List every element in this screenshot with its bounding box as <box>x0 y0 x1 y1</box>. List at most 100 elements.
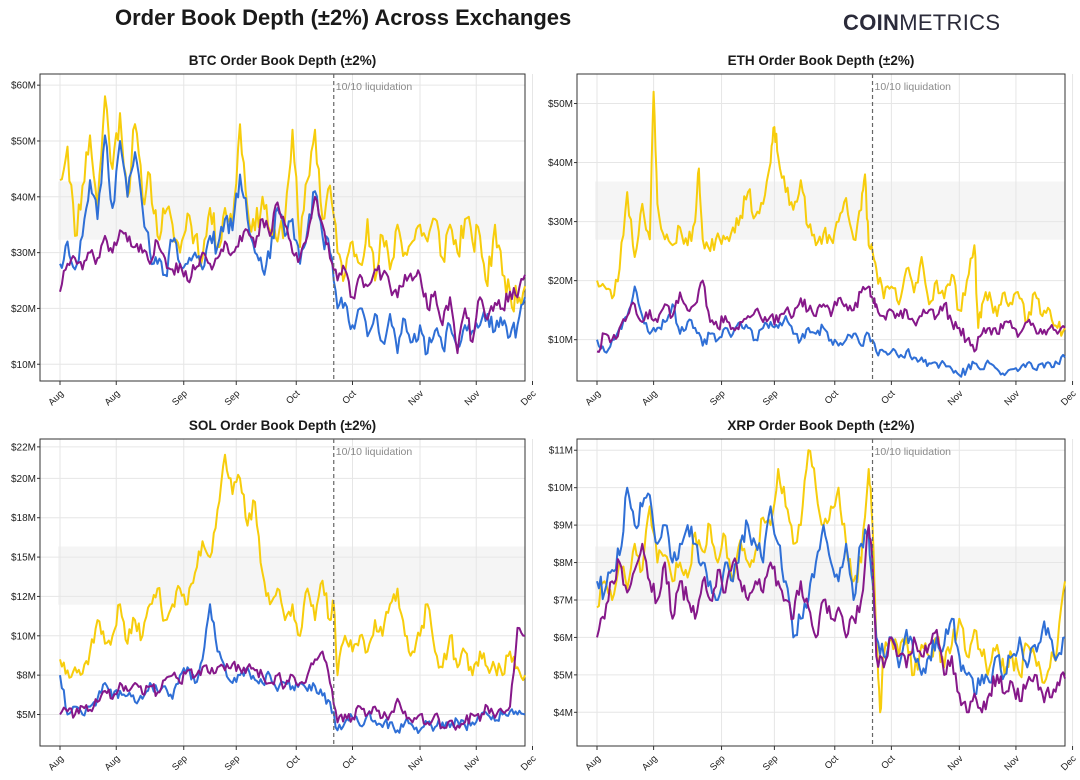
btc-chart-panel: BTC Order Book Depth (±2%) $10M $20M $30M $4… <box>0 45 540 413</box>
x-tick-label: Nov <box>1002 753 1022 773</box>
x-tick-label: Dec <box>519 388 539 408</box>
x-tick-label: Sep <box>170 388 190 408</box>
y-tick-label: $20M <box>11 474 36 485</box>
y-tick-label: $11M <box>549 446 573 457</box>
x-tick-label: Oct <box>284 388 302 406</box>
y-tick-label: $60M <box>11 81 36 92</box>
y-tick-label: $20M <box>548 276 573 287</box>
y-tick-label: $8M <box>554 558 573 569</box>
x-tick-label: Sep <box>761 388 781 408</box>
x-tick-label: Oct <box>879 753 897 771</box>
y-tick-label: $30M <box>548 217 573 228</box>
x-tick-label: Aug <box>103 388 123 408</box>
x-tick-label: Aug <box>583 388 603 408</box>
xrp-chart: XRP Order Book Depth (±2%) $4M $5M $6M $7M $8… <box>548 418 1079 773</box>
x-tick-label: Aug <box>103 753 123 773</box>
y-tick-label: $40M <box>11 192 36 203</box>
x-tick-label: Dec <box>1059 753 1079 773</box>
y-tick-label: $10M <box>11 360 36 371</box>
y-tick-label: $15M <box>11 553 36 564</box>
y-tick-label: $4M <box>554 708 573 719</box>
x-tick-label: Aug <box>46 388 66 408</box>
series-line-series_c <box>59 626 526 731</box>
series-line-series_b <box>596 486 1066 695</box>
liquidation-annotation-label: 10/10 liquidation <box>336 446 413 458</box>
x-tick-label: Oct <box>823 753 841 771</box>
series-line-series_c <box>596 524 1066 714</box>
y-tick-label: $5M <box>17 710 36 721</box>
eth-chart: ETH Order Book Depth (±2%) $10M $20M $30M $4… <box>548 53 1079 408</box>
x-tick-label: Sep <box>223 388 243 408</box>
background-band <box>58 546 525 605</box>
brand-logo-light: METRICS <box>899 10 1001 35</box>
x-tick-label: Oct <box>823 388 841 406</box>
y-tick-label: $9M <box>554 521 573 532</box>
background-band <box>595 181 1065 240</box>
y-tick-label: $40M <box>548 158 573 169</box>
chart-title: BTC Order Book Depth (±2%) <box>189 53 376 68</box>
x-tick-label: Oct <box>284 753 302 771</box>
x-tick-label: Sep <box>708 753 728 773</box>
brand-logo-bold: COIN <box>843 10 900 35</box>
series-line-series_c <box>59 195 526 355</box>
series-line-series_b <box>596 285 1066 378</box>
series-line-series_c <box>596 279 1066 353</box>
x-tick-label: Nov <box>1002 388 1022 408</box>
liquidation-annotation-label: 10/10 liquidation <box>875 81 952 93</box>
x-tick-label: Dec <box>519 753 539 773</box>
y-tick-label: $50M <box>11 136 36 147</box>
plot-frame <box>39 73 526 382</box>
sol-chart: SOL Order Book Depth (±2%) $5M $8M $10M $12M… <box>11 418 539 773</box>
brand-logo: COINMETRICS <box>843 10 1000 36</box>
x-tick-label: Dec <box>1059 388 1079 408</box>
x-tick-label: Oct <box>340 753 358 771</box>
x-tick-label: Nov <box>946 753 966 773</box>
xrp-chart-panel: XRP Order Book Depth (±2%) $4M $5M $6M $7M $8… <box>540 410 1080 778</box>
chart-title: SOL Order Book Depth (±2%) <box>189 418 376 433</box>
y-tick-label: $22M <box>11 442 36 453</box>
y-tick-label: $30M <box>11 248 36 259</box>
x-tick-label: Sep <box>223 753 243 773</box>
x-tick-label: Aug <box>46 753 66 773</box>
x-tick-label: Nov <box>463 753 483 773</box>
chart-title: XRP Order Book Depth (±2%) <box>727 418 914 433</box>
y-tick-label: $20M <box>11 304 36 315</box>
y-tick-label: $12M <box>11 592 36 603</box>
series-line-series_a <box>596 449 1066 714</box>
x-tick-label: Sep <box>708 388 728 408</box>
y-tick-label: $7M <box>554 595 573 606</box>
y-tick-label: $50M <box>548 99 573 110</box>
x-tick-label: Aug <box>640 388 660 408</box>
plot-frame <box>576 438 1066 747</box>
x-tick-label: Aug <box>583 753 603 773</box>
series-line-series_b <box>59 134 526 356</box>
x-tick-label: Sep <box>170 753 190 773</box>
series-line-series_a <box>59 95 526 313</box>
series-line-series_a <box>59 453 526 682</box>
x-tick-label: Nov <box>406 753 426 773</box>
x-tick-label: Oct <box>340 388 358 406</box>
liquidation-annotation-label: 10/10 liquidation <box>875 446 952 458</box>
y-tick-label: $5M <box>554 670 573 681</box>
eth-chart-panel: ETH Order Book Depth (±2%) $10M $20M $30M $4… <box>540 45 1080 413</box>
x-tick-label: Oct <box>879 388 897 406</box>
y-tick-label: $18M <box>11 513 36 524</box>
liquidation-annotation-label: 10/10 liquidation <box>336 81 413 93</box>
plot-frame <box>39 438 526 747</box>
x-tick-label: Nov <box>463 388 483 408</box>
x-tick-label: Nov <box>946 388 966 408</box>
x-tick-label: Aug <box>640 753 660 773</box>
sol-chart-panel: SOL Order Book Depth (±2%) $5M $8M $10M $12M… <box>0 410 540 778</box>
y-tick-label: $8M <box>17 671 36 682</box>
chart-title: ETH Order Book Depth (±2%) <box>728 53 915 68</box>
plot-frame <box>576 73 1066 382</box>
y-tick-label: $10M <box>11 631 36 642</box>
page-title: Order Book Depth (±2%) Across Exchanges <box>115 5 572 30</box>
x-tick-label: Sep <box>761 753 781 773</box>
btc-chart: BTC Order Book Depth (±2%) $10M $20M $30M $4… <box>11 53 539 408</box>
y-tick-label: $10M <box>548 483 573 494</box>
y-tick-label: $10M <box>548 335 573 346</box>
series-line-series_a <box>596 90 1066 337</box>
x-tick-label: Nov <box>406 388 426 408</box>
y-tick-label: $6M <box>554 633 573 644</box>
